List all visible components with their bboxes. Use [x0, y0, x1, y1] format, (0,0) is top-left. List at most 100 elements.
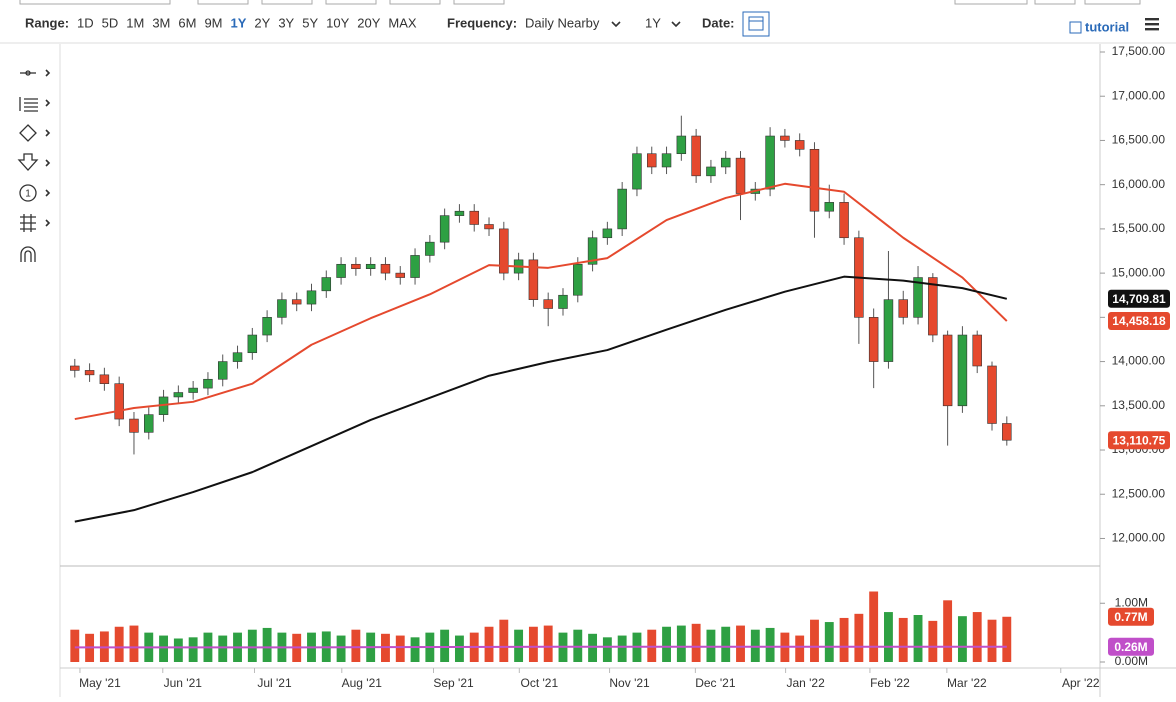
volume-bar	[484, 626, 494, 662]
x-tick-label: Apr '22	[1062, 676, 1100, 690]
menu-icon[interactable]	[1145, 18, 1159, 31]
range-button[interactable]: 3M	[152, 15, 170, 30]
candle-body	[173, 392, 184, 398]
volume-bar	[691, 623, 701, 662]
volume-bar	[410, 637, 420, 662]
x-tick-label: Dec '21	[695, 676, 736, 690]
frequency-select[interactable]: Daily Nearby	[525, 15, 600, 30]
menu-bar	[1145, 23, 1159, 26]
volume-bar	[676, 625, 686, 662]
tool-fib[interactable]	[19, 97, 38, 112]
range-button[interactable]: MAX	[388, 15, 417, 30]
menu-bar	[1145, 28, 1159, 31]
range-button[interactable]: 10Y	[326, 15, 349, 30]
volume-bar	[943, 600, 953, 662]
volume-bar	[395, 635, 405, 662]
tool-magnet[interactable]	[20, 246, 36, 262]
volume-bar	[765, 627, 775, 662]
x-tick-label: Nov '21	[609, 676, 650, 690]
range-button[interactable]: 20Y	[357, 15, 380, 30]
candle-body	[632, 153, 642, 190]
x-tick-label: Jun '21	[164, 676, 203, 690]
candle-body	[395, 272, 405, 278]
volume-bar	[972, 612, 982, 662]
range-button[interactable]: 1M	[126, 15, 144, 30]
period-select[interactable]: 1Y	[645, 15, 661, 30]
candle-body	[972, 334, 982, 367]
volume-bar	[173, 638, 183, 662]
candle-body	[942, 334, 953, 407]
range-button[interactable]: 1Y	[231, 15, 247, 30]
candle-body	[706, 166, 716, 177]
x-tick-label: Sep '21	[433, 676, 474, 690]
tool-note[interactable]	[19, 184, 37, 202]
cut-button	[325, 0, 377, 5]
x-tick-label: Oct '21	[520, 676, 558, 690]
tutorial-icon	[1069, 21, 1082, 34]
candle-body	[291, 299, 302, 305]
cut-button	[453, 0, 505, 5]
volume-bar	[617, 635, 627, 662]
candle-body	[380, 263, 391, 274]
candle-body	[99, 374, 110, 384]
candle-body	[484, 224, 494, 230]
candle-body	[277, 299, 287, 318]
candle-body	[306, 290, 317, 305]
price-tag-label: 14,709.81	[1112, 292, 1166, 306]
x-tick-label: Mar '22	[947, 676, 987, 690]
candle-body	[558, 294, 568, 309]
tool-expand[interactable]	[45, 69, 51, 227]
volume-bar	[218, 635, 228, 662]
x-tick-label: Jul '21	[257, 676, 292, 690]
price-tag	[1108, 312, 1170, 331]
y-tick-label: 16,000.00	[1112, 177, 1166, 191]
volume-bar	[824, 622, 834, 662]
candle-body	[336, 263, 346, 278]
range-button[interactable]: 5Y	[302, 15, 318, 30]
volume-bar	[987, 619, 997, 662]
volume-bar	[351, 629, 361, 662]
range-button[interactable]: 1D	[77, 15, 94, 30]
volume-bar	[454, 635, 464, 662]
range-button[interactable]: 9M	[204, 15, 222, 30]
candle-body	[365, 263, 376, 269]
volume-bar	[1002, 616, 1012, 662]
date-button[interactable]	[742, 11, 770, 37]
cut-button	[19, 0, 171, 5]
tool-shape[interactable]	[19, 124, 37, 142]
candle-body	[691, 135, 701, 177]
candle-body	[499, 228, 509, 274]
range-button[interactable]: 3Y	[278, 15, 294, 30]
candle-body	[70, 365, 80, 371]
x-tick-label: Aug '21	[342, 676, 383, 690]
candle-body	[617, 188, 627, 230]
tool-icons[interactable]	[17, 69, 51, 262]
volume-bar	[869, 591, 879, 662]
candle-body	[647, 153, 657, 168]
candle-body	[587, 237, 598, 265]
tool-arrow[interactable]	[17, 153, 39, 171]
range-button[interactable]: 5D	[102, 15, 119, 30]
cut-button	[954, 0, 1028, 5]
volume-bar	[839, 617, 849, 662]
range-button[interactable]: 6M	[178, 15, 196, 30]
candle-body	[794, 140, 805, 150]
tool-line[interactable]	[25, 70, 31, 76]
candle-body	[262, 317, 272, 336]
candle-body	[720, 157, 731, 168]
y-tick-label: 17,000.00	[1112, 88, 1166, 102]
range-button[interactable]: 2Y	[254, 15, 270, 30]
volume-average	[74, 645, 1007, 649]
candle-body	[543, 299, 553, 309]
candle-body	[232, 352, 243, 362]
tutorial-link[interactable]: tutorial	[1085, 19, 1129, 34]
candle-body	[188, 387, 198, 393]
tool-measure[interactable]	[20, 214, 36, 232]
volume-bar	[795, 635, 805, 662]
price-tag	[1108, 607, 1154, 626]
date-label: Date:	[702, 15, 735, 30]
cut-button	[389, 0, 441, 5]
cut-button	[1034, 0, 1076, 5]
menu-bar	[1145, 18, 1159, 21]
